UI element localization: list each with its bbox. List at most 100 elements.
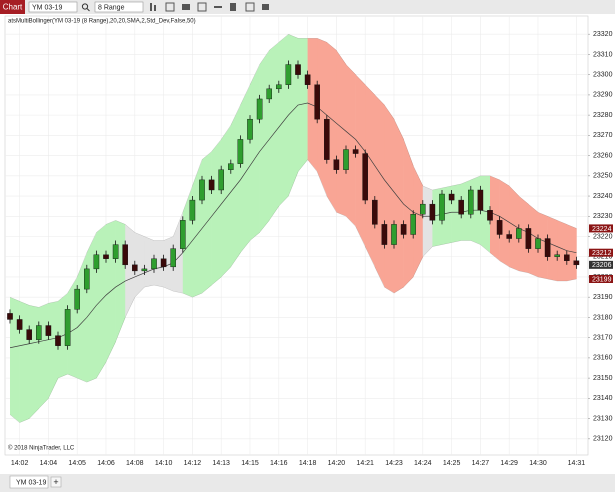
candle-body	[122, 244, 128, 266]
band-fill	[518, 196, 529, 273]
x-tick-label: 14:02	[11, 460, 29, 467]
x-tick-label: 14:10	[155, 460, 173, 467]
candle-body	[189, 199, 196, 221]
x-tick-label: 14:16	[270, 460, 288, 467]
band-lower	[9, 159, 577, 423]
candle-body	[429, 203, 436, 221]
band-fill	[538, 212, 548, 279]
x-tick-label: 14:23	[385, 460, 403, 467]
band-fill	[144, 236, 155, 288]
candle-body	[151, 258, 157, 270]
candle-body	[227, 163, 234, 170]
candle-body	[16, 319, 23, 330]
band-fill	[547, 216, 558, 282]
band-fill	[499, 179, 510, 267]
x-tick-label: 14:24	[414, 460, 432, 467]
candle-body	[160, 258, 167, 268]
candle-body	[247, 118, 253, 140]
band-fill	[557, 220, 568, 282]
band-fill	[269, 42, 280, 221]
window-title: Chart	[3, 3, 23, 12]
candle-body	[564, 254, 570, 261]
x-tick-label: 14:18	[299, 460, 317, 467]
last-value-label: 23199	[592, 276, 612, 283]
instrument-dropdown[interactable]	[28, 1, 78, 13]
candle-body	[295, 64, 301, 75]
last-value-marker	[589, 260, 613, 269]
last-value-label: 23224	[592, 226, 612, 233]
candle-body	[573, 260, 580, 266]
y-tick-label: 23290	[593, 92, 613, 99]
copyright: © 2018 NinjaTrader, LLC	[8, 445, 75, 452]
tab-label[interactable]: YM 03-19	[16, 479, 46, 486]
candle-body	[506, 234, 513, 239]
x-tick-label: 14:12	[184, 460, 202, 467]
candle-body	[477, 189, 484, 211]
candle-body	[83, 268, 90, 290]
toolbar-icons[interactable]	[150, 2, 269, 12]
candle-body	[439, 193, 445, 221]
candle-body	[304, 74, 311, 85]
add-tab-button[interactable]	[50, 476, 62, 488]
y-tick-label: 23270	[593, 132, 613, 139]
band-fill	[394, 119, 404, 294]
candle-body	[276, 84, 282, 90]
add-tab[interactable]: +	[53, 477, 58, 487]
candle-body	[36, 325, 42, 340]
band-fill	[422, 185, 433, 257]
y-tick-label: 23150	[593, 375, 613, 382]
candle-body	[7, 313, 13, 320]
band-fill	[384, 105, 395, 294]
period-dropdown[interactable]	[94, 1, 144, 13]
band-fill	[288, 34, 299, 197]
instrument[interactable]: YM 03-19	[32, 4, 62, 11]
band-fill	[403, 139, 414, 288]
band-fill	[490, 175, 500, 261]
y-tick-label: 23300	[593, 72, 613, 79]
y-tick-label: 23130	[593, 415, 613, 422]
band-fill	[413, 165, 424, 277]
tab-bar	[0, 474, 615, 492]
band-fill	[29, 305, 40, 419]
candle-body	[64, 309, 71, 346]
chart-tab[interactable]	[9, 475, 49, 489]
candle-body	[237, 139, 244, 164]
candle-body	[448, 193, 455, 201]
candle-body	[410, 214, 417, 235]
x-tick-label: 14:25	[443, 460, 461, 467]
toolbar	[0, 0, 615, 14]
y-tick-label: 23240	[593, 193, 613, 200]
band-fill	[278, 34, 289, 207]
candle-body	[525, 228, 532, 249]
y-tick-label: 23320	[593, 31, 613, 38]
candle-body	[554, 254, 560, 257]
search-icon-handle	[86, 8, 90, 12]
y-tick-label: 23170	[593, 335, 613, 342]
candle-body	[487, 210, 493, 221]
candle-body	[420, 203, 426, 215]
x-tick-label: 14:15	[241, 460, 259, 467]
y-tick-label: 23280	[593, 112, 613, 119]
y-tick-label: 23220	[593, 233, 613, 240]
candle-body	[314, 84, 321, 120]
band-upper	[9, 34, 577, 308]
y-tick-label: 23210	[593, 254, 613, 261]
candle-body	[516, 228, 522, 239]
candle-body	[352, 149, 359, 154]
y-tick-label: 23260	[593, 152, 613, 159]
candle-body	[45, 325, 52, 336]
chart-label-box	[0, 0, 25, 14]
candle-body	[112, 244, 119, 259]
candle-body	[199, 179, 205, 201]
candle-body	[324, 118, 330, 160]
candle-body	[458, 199, 465, 215]
candle-body	[208, 179, 215, 191]
period[interactable]: 8 Range	[98, 4, 125, 11]
y-tick-label: 23310	[593, 51, 613, 58]
y-tick-label: 23140	[593, 395, 613, 402]
last-value-marker	[589, 274, 613, 283]
candle-body	[55, 335, 61, 346]
last-value-label: 23212	[592, 250, 612, 257]
x-tick-label: 14:04	[40, 460, 58, 467]
search-icon[interactable]	[81, 3, 89, 10]
